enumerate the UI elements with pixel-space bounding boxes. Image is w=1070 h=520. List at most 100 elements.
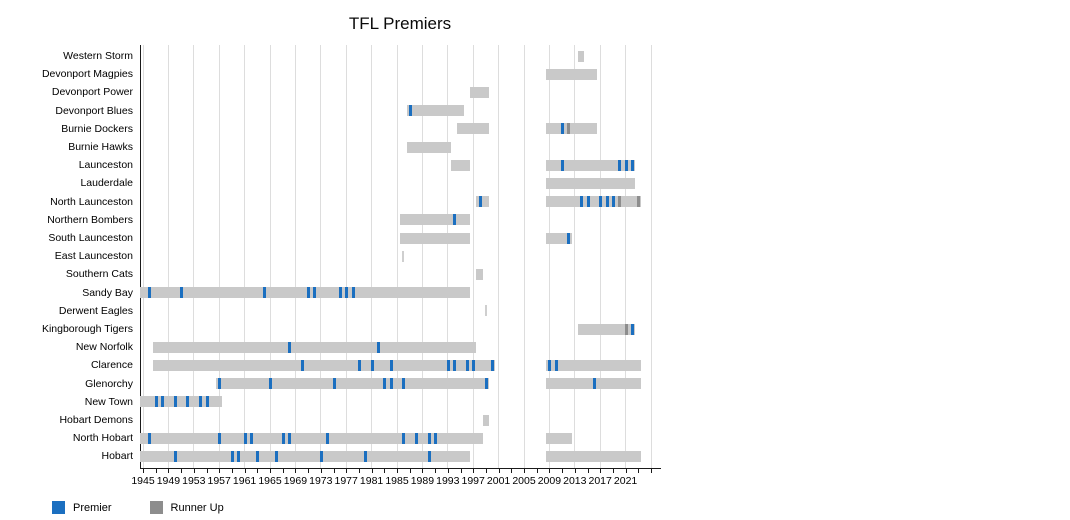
premier-mark xyxy=(262,287,266,299)
x-tick-1991 xyxy=(435,469,437,473)
x-tick-1949 xyxy=(168,469,170,473)
gridline-1993 xyxy=(447,45,449,468)
season-span-bar xyxy=(546,232,572,244)
x-label-1965: 1965 xyxy=(258,475,282,487)
premier-mark xyxy=(453,359,457,371)
season-span-bar xyxy=(457,123,490,135)
x-tick-1981 xyxy=(371,469,373,473)
season-span-bar xyxy=(546,68,598,80)
team-label: New Town xyxy=(84,395,133,408)
premier-mark xyxy=(630,159,634,171)
x-tick-1955 xyxy=(206,469,208,473)
x-tick-1997 xyxy=(473,469,475,473)
gridline-1977 xyxy=(345,45,347,468)
premier-mark xyxy=(402,378,406,390)
x-tick-2025 xyxy=(651,469,652,473)
premier-mark xyxy=(186,396,190,408)
x-tick-1945 xyxy=(143,469,144,473)
premier-mark xyxy=(218,378,222,390)
legend-item-premier: Premier xyxy=(52,501,140,514)
gridline-1945 xyxy=(142,45,144,468)
premier-mark xyxy=(472,359,476,371)
season-span-bar xyxy=(546,432,572,444)
x-tick-1967 xyxy=(282,469,284,473)
premier-mark xyxy=(624,159,628,171)
premier-mark xyxy=(249,432,253,444)
team-label: Clarence xyxy=(90,359,133,372)
premier-mark xyxy=(446,359,450,371)
season-span-bar xyxy=(450,159,471,171)
x-tick-1951 xyxy=(181,469,183,473)
season-span-bar xyxy=(139,396,223,408)
premier-mark xyxy=(402,432,406,444)
y-axis-spine xyxy=(140,45,141,469)
x-tick-1999 xyxy=(485,469,487,473)
x-label-1993: 1993 xyxy=(436,475,460,487)
team-label: Devonport Magpies xyxy=(41,68,133,81)
season-span-bar xyxy=(484,305,487,317)
season-span-bar xyxy=(546,196,642,208)
premier-mark xyxy=(269,378,272,390)
season-span-bar xyxy=(546,177,636,189)
premier-mark xyxy=(199,396,203,408)
team-label: Devonport Power xyxy=(51,86,133,99)
gridline-2017 xyxy=(599,45,601,468)
season-span-bar xyxy=(482,414,490,426)
premier-mark xyxy=(599,196,603,208)
x-tick-1959 xyxy=(231,469,233,473)
premier-mark xyxy=(326,432,330,444)
premier-mark xyxy=(148,287,152,299)
x-tick-1993 xyxy=(447,469,449,473)
gridline-1969 xyxy=(294,45,296,468)
x-tick-2005 xyxy=(524,469,525,473)
x-tick-1987 xyxy=(409,469,411,473)
premier-mark xyxy=(357,359,361,371)
x-label-2013: 2013 xyxy=(563,475,587,487)
premier-mark xyxy=(275,450,279,462)
season-span-bar xyxy=(406,141,451,153)
premier-mark xyxy=(618,159,622,171)
premier-mark xyxy=(491,359,495,371)
premier-mark xyxy=(205,396,209,408)
season-span-bar xyxy=(577,50,585,62)
season-span-bar xyxy=(546,450,642,462)
x-tick-1947 xyxy=(155,469,157,473)
chart-legend: Premier Runner Up xyxy=(52,501,252,514)
x-tick-2021 xyxy=(625,469,627,473)
x-tick-1973 xyxy=(320,469,322,473)
premier-mark xyxy=(465,359,469,371)
x-label-1961: 1961 xyxy=(232,475,257,487)
premier-mark xyxy=(427,450,431,462)
season-span-bar xyxy=(476,268,483,280)
x-tick-2017 xyxy=(600,469,602,473)
team-label: North Hobart xyxy=(72,432,133,445)
premier-mark xyxy=(554,359,558,371)
premier-mark xyxy=(288,341,292,353)
x-label-1945: 1945 xyxy=(131,475,155,487)
season-span-bar xyxy=(577,323,636,335)
x-label-2009: 2009 xyxy=(537,475,562,487)
premier-mark xyxy=(218,432,222,444)
premier-mark xyxy=(478,196,482,208)
team-label: Hobart Demons xyxy=(59,414,133,426)
team-label: North Launceston xyxy=(50,195,133,208)
premier-mark xyxy=(548,359,552,371)
x-tick-1979 xyxy=(358,469,360,473)
premier-mark xyxy=(243,432,247,444)
team-label: Hobart xyxy=(101,450,133,463)
premier-mark xyxy=(148,432,152,444)
premier-mark xyxy=(338,287,342,299)
x-tick-1953 xyxy=(193,469,195,473)
premier-mark xyxy=(561,159,565,171)
team-label: Northern Bombers xyxy=(47,213,133,226)
runner-up-mark xyxy=(618,196,622,208)
x-tick-2023 xyxy=(638,469,640,473)
x-label-1973: 1973 xyxy=(309,475,333,487)
premier-mark xyxy=(364,450,368,462)
premier-mark xyxy=(453,214,457,226)
x-tick-1975 xyxy=(333,469,335,473)
x-tick-1995 xyxy=(460,469,462,473)
x-tick-1961 xyxy=(244,469,246,473)
season-span-bar xyxy=(406,105,464,117)
